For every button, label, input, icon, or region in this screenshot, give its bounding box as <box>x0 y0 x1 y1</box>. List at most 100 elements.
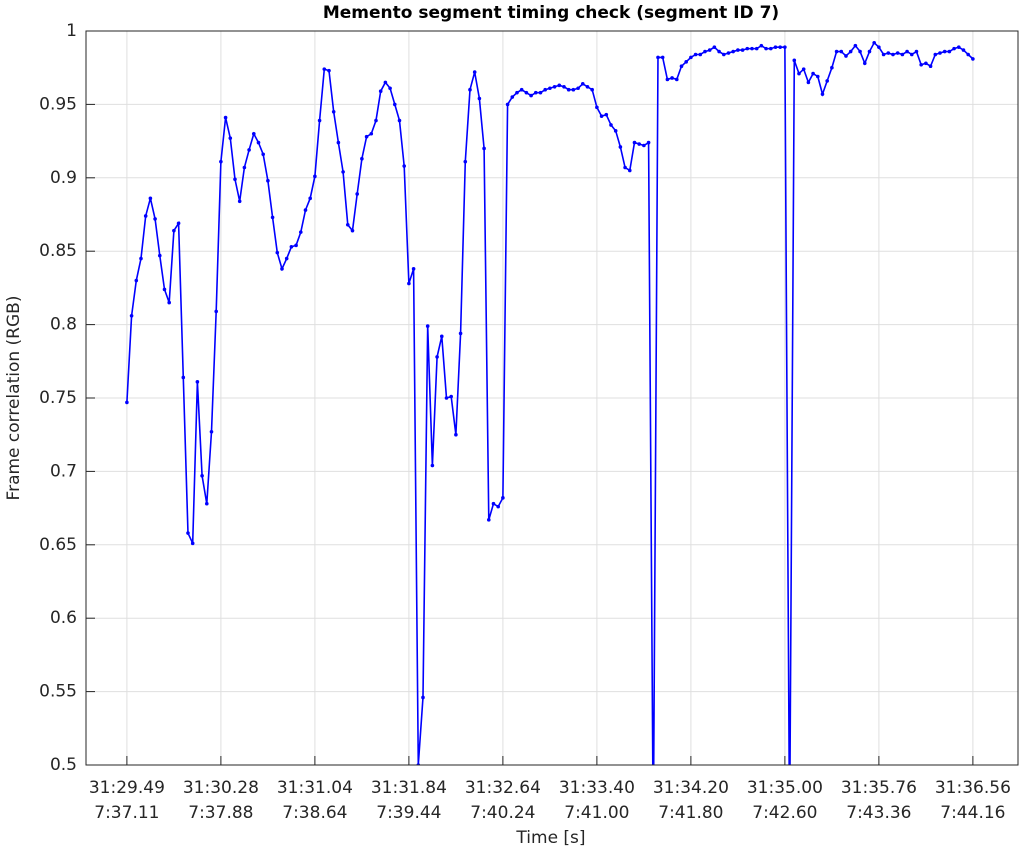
data-point <box>228 136 233 140</box>
data-point <box>439 334 444 339</box>
data-point <box>167 300 171 305</box>
data-point <box>947 49 952 54</box>
data-point <box>919 62 923 67</box>
data-point <box>933 52 938 57</box>
x-tick-label: 7:44.16 <box>940 803 1005 823</box>
x-tick-label: 31:30.28 <box>183 778 259 798</box>
data-point <box>501 496 505 500</box>
data-point <box>397 118 402 123</box>
data-point <box>736 48 740 52</box>
data-point <box>703 49 707 54</box>
chart-title: Memento segment timing check (segment ID… <box>323 3 779 23</box>
data-point <box>153 217 157 221</box>
data-point <box>369 131 374 136</box>
x-tick-label: 7:42.60 <box>752 803 817 823</box>
data-point <box>548 86 552 91</box>
data-point <box>214 309 218 314</box>
data-point <box>674 77 679 82</box>
data-point <box>712 45 717 49</box>
data-point <box>595 105 599 110</box>
data-point <box>280 267 284 271</box>
data-point <box>689 55 693 60</box>
data-point <box>773 45 778 49</box>
data-point <box>125 400 129 405</box>
data-point <box>383 80 388 85</box>
data-point <box>355 192 359 196</box>
data-point <box>961 48 966 52</box>
data-point <box>759 43 764 48</box>
y-tick-label: 0.7 <box>50 461 77 481</box>
data-point <box>519 87 524 92</box>
x-tick-label: 7:39.44 <box>376 803 441 823</box>
data-point <box>862 61 867 66</box>
x-tick-label: 31:31.84 <box>371 778 447 798</box>
data-point <box>360 156 364 161</box>
data-point <box>134 278 139 283</box>
data-point <box>195 380 200 384</box>
x-tick-label: 31:36.56 <box>935 778 1011 798</box>
data-point <box>444 396 449 400</box>
data-point <box>750 46 754 51</box>
data-point <box>524 90 529 95</box>
data-point <box>143 214 148 218</box>
data-point <box>482 146 486 151</box>
data-point <box>740 48 745 52</box>
data-point <box>543 87 547 92</box>
data-point <box>233 177 237 182</box>
data-point <box>313 174 317 179</box>
data-point <box>378 89 383 93</box>
data-point <box>364 134 369 139</box>
data-point <box>900 52 905 57</box>
y-tick-label: 0.8 <box>50 315 77 335</box>
data-point <box>585 84 590 89</box>
data-point <box>463 159 468 164</box>
data-point <box>510 95 515 99</box>
x-tick-label: 7:41.00 <box>564 803 629 823</box>
data-point <box>599 114 604 118</box>
data-point <box>679 64 684 69</box>
data-point <box>877 45 881 49</box>
x-tick-label: 31:29.49 <box>89 778 165 798</box>
data-point <box>388 86 392 91</box>
data-point <box>219 159 223 164</box>
data-point <box>792 58 797 63</box>
data-point <box>200 474 204 478</box>
x-tick-label: 7:40.24 <box>470 803 535 823</box>
data-point <box>576 86 580 91</box>
data-point <box>830 65 834 70</box>
data-point <box>613 129 618 133</box>
x-tick-label: 31:35.00 <box>747 778 823 798</box>
data-point <box>938 51 942 55</box>
data-point <box>914 49 919 54</box>
data-point <box>407 281 411 286</box>
data-point <box>745 46 750 51</box>
data-point <box>449 394 453 399</box>
y-tick-label: 0.55 <box>39 682 77 702</box>
y-tick-label: 0.75 <box>39 388 77 408</box>
data-point <box>853 43 858 48</box>
data-point <box>298 230 303 234</box>
data-point <box>374 118 378 123</box>
data-point <box>458 331 463 336</box>
data-point <box>148 196 153 201</box>
data-point <box>768 46 773 51</box>
data-point <box>430 463 435 468</box>
data-point <box>825 79 829 83</box>
y-axis-label: Frame correlation (RGB) <box>4 296 24 501</box>
data-point <box>815 74 820 79</box>
data-point <box>778 45 782 49</box>
data-point <box>797 71 801 76</box>
data-point <box>472 70 477 74</box>
data-point <box>834 49 839 54</box>
data-point <box>327 68 331 73</box>
data-point <box>303 208 308 212</box>
data-point <box>491 501 496 506</box>
data-point <box>204 501 209 506</box>
data-point <box>486 518 491 522</box>
data-point <box>623 165 627 170</box>
y-tick-label: 0.65 <box>39 535 77 555</box>
data-point <box>176 221 181 226</box>
data-point <box>660 55 665 60</box>
data-point <box>496 504 500 509</box>
